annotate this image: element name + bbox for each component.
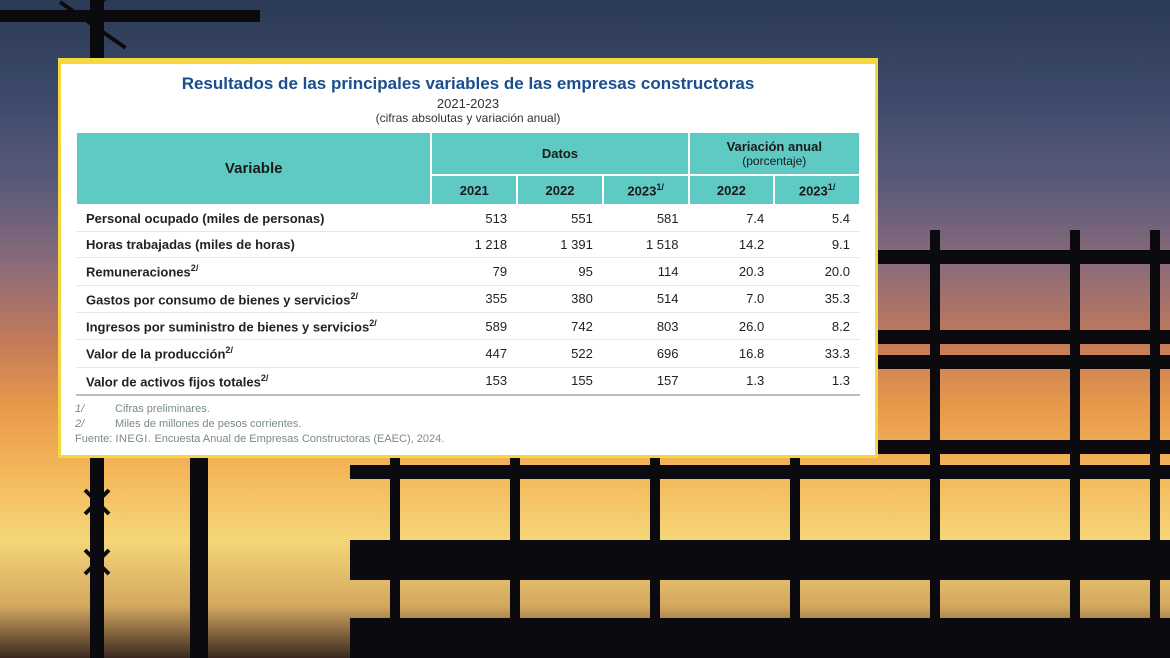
- col-year: 20231/: [603, 175, 689, 205]
- cell-value: 522: [517, 340, 603, 367]
- cell-value: 114: [603, 258, 689, 285]
- cell-value: 16.8: [689, 340, 775, 367]
- cell-value: 153: [431, 367, 517, 395]
- cell-value: 35.3: [774, 285, 860, 312]
- footnote-2-text: Miles de millones de pesos corrientes.: [115, 417, 301, 432]
- source-text: Encuesta Anual de Empresas Constructoras…: [154, 433, 444, 445]
- col-variable: Variable: [76, 132, 431, 205]
- table-row: Valor de la producción2/44752269616.833.…: [76, 340, 860, 367]
- table-row: Ingresos por suministro de bienes y serv…: [76, 312, 860, 339]
- table-row: Horas trabajadas (miles de horas)1 2181 …: [76, 232, 860, 258]
- colgroup-datos: Datos: [431, 132, 688, 175]
- cell-value: 20.0: [774, 258, 860, 285]
- footnote-1-text: Cifras preliminares.: [115, 402, 210, 417]
- cell-value: 95: [517, 258, 603, 285]
- cell-value: 380: [517, 285, 603, 312]
- cell-value: 33.3: [774, 340, 860, 367]
- cell-value: 447: [431, 340, 517, 367]
- cell-value: 1 218: [431, 232, 517, 258]
- cell-value: 26.0: [689, 312, 775, 339]
- table-row: Gastos por consumo de bienes y servicios…: [76, 285, 860, 312]
- table-row: Remuneraciones2/799511420.320.0: [76, 258, 860, 285]
- table-row: Valor de activos fijos totales2/15315515…: [76, 367, 860, 395]
- data-panel: Resultados de las principales variables …: [58, 58, 878, 458]
- panel-subtitle-years: 2021-2023: [75, 96, 861, 111]
- row-label: Ingresos por suministro de bienes y serv…: [76, 312, 431, 339]
- cell-value: 9.1: [774, 232, 860, 258]
- source-org: INEGI.: [115, 433, 151, 445]
- row-label: Valor de la producción2/: [76, 340, 431, 367]
- cell-value: 155: [517, 367, 603, 395]
- cell-value: 355: [431, 285, 517, 312]
- variacion-label: Variación anual: [727, 139, 822, 154]
- footnotes: 1/ Cifras preliminares. 2/ Miles de mill…: [75, 402, 861, 447]
- cell-value: 79: [431, 258, 517, 285]
- col-year: 2021: [431, 175, 517, 205]
- cell-value: 1.3: [689, 367, 775, 395]
- cell-value: 1 518: [603, 232, 689, 258]
- cell-value: 5.4: [774, 205, 860, 232]
- footnote-1-mark: 1/: [75, 402, 97, 417]
- cell-value: 8.2: [774, 312, 860, 339]
- source-label: Fuente:: [75, 433, 112, 445]
- cell-value: 1 391: [517, 232, 603, 258]
- panel-subtitle-note: (cifras absolutas y variación anual): [75, 111, 861, 125]
- cell-value: 14.2: [689, 232, 775, 258]
- cell-value: 1.3: [774, 367, 860, 395]
- cell-value: 7.4: [689, 205, 775, 232]
- cell-value: 20.3: [689, 258, 775, 285]
- row-label: Valor de activos fijos totales2/: [76, 367, 431, 395]
- row-label: Gastos por consumo de bienes y servicios…: [76, 285, 431, 312]
- cell-value: 551: [517, 205, 603, 232]
- cell-value: 514: [603, 285, 689, 312]
- cell-value: 803: [603, 312, 689, 339]
- panel-title: Resultados de las principales variables …: [75, 74, 861, 94]
- table-header: Variable Datos Variación anual (porcenta…: [76, 132, 860, 205]
- cell-value: 157: [603, 367, 689, 395]
- cell-value: 589: [431, 312, 517, 339]
- footnote-2-mark: 2/: [75, 417, 97, 432]
- colgroup-variacion: Variación anual (porcentaje): [689, 132, 860, 175]
- cell-value: 581: [603, 205, 689, 232]
- cell-value: 513: [431, 205, 517, 232]
- row-label: Remuneraciones2/: [76, 258, 431, 285]
- row-label: Horas trabajadas (miles de horas): [76, 232, 431, 258]
- results-table: Variable Datos Variación anual (porcenta…: [75, 131, 861, 396]
- cell-value: 7.0: [689, 285, 775, 312]
- col-year: 2022: [517, 175, 603, 205]
- table-row: Personal ocupado (miles de personas)5135…: [76, 205, 860, 232]
- col-year: 2022: [689, 175, 775, 205]
- cell-value: 696: [603, 340, 689, 367]
- col-year: 20231/: [774, 175, 860, 205]
- row-label: Personal ocupado (miles de personas): [76, 205, 431, 232]
- cell-value: 742: [517, 312, 603, 339]
- variacion-sublabel: (porcentaje): [698, 154, 851, 168]
